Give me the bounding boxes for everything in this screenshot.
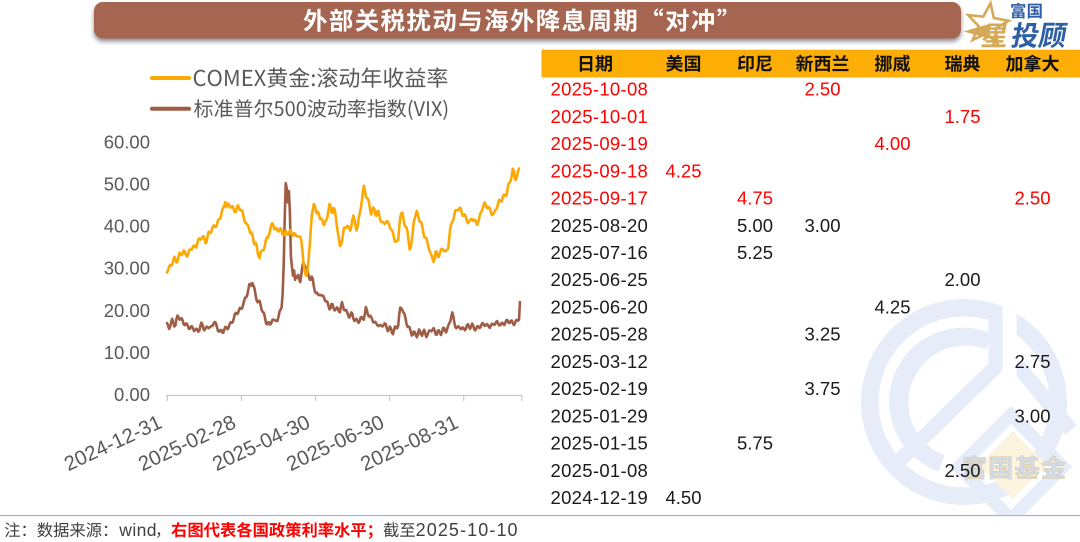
svg-text:60.00: 60.00	[104, 132, 150, 153]
svg-text:4.00: 4.00	[874, 133, 910, 154]
svg-text:2025-02-19: 2025-02-19	[551, 378, 649, 399]
svg-text:2025-10-01: 2025-10-01	[551, 106, 649, 127]
svg-text:2.75: 2.75	[1014, 351, 1050, 372]
svg-text:2025-03-12: 2025-03-12	[551, 351, 649, 372]
svg-text:2025-05-28: 2025-05-28	[551, 324, 649, 345]
svg-text:3.00: 3.00	[1014, 405, 1050, 426]
svg-text:2025-01-15: 2025-01-15	[551, 433, 649, 454]
svg-text:50.00: 50.00	[104, 174, 150, 195]
svg-text:3.00: 3.00	[804, 215, 840, 236]
svg-text:5.75: 5.75	[737, 433, 773, 454]
svg-text:2025-10-10: 2025-10-10	[416, 520, 519, 540]
svg-text:2025-10-08: 2025-10-08	[551, 79, 649, 100]
svg-text:2025-08-20: 2025-08-20	[551, 215, 649, 236]
svg-text:5.00: 5.00	[737, 215, 773, 236]
svg-text:30.00: 30.00	[104, 258, 150, 279]
svg-text:2.50: 2.50	[804, 79, 840, 100]
svg-text:2.00: 2.00	[944, 269, 980, 290]
svg-text:4.25: 4.25	[874, 296, 910, 317]
svg-text:0.00: 0.00	[114, 384, 150, 405]
svg-text:5.25: 5.25	[737, 242, 773, 263]
svg-text:2025-09-17: 2025-09-17	[551, 188, 649, 209]
svg-text:3.25: 3.25	[804, 324, 840, 345]
svg-text:2025-09-18: 2025-09-18	[551, 160, 649, 181]
svg-text:2025-07-16: 2025-07-16	[551, 242, 649, 263]
svg-text:2025-01-08: 2025-01-08	[551, 460, 649, 481]
svg-text:2.50: 2.50	[944, 460, 980, 481]
svg-text:10.00: 10.00	[104, 342, 150, 363]
svg-text:4.25: 4.25	[665, 160, 701, 181]
svg-text:2025-06-25: 2025-06-25	[551, 269, 649, 290]
svg-text:2025-09-19: 2025-09-19	[551, 133, 649, 154]
svg-text:wind: wind	[118, 520, 157, 540]
svg-text:1.75: 1.75	[944, 106, 980, 127]
svg-text:20.00: 20.00	[104, 300, 150, 321]
svg-text:2025-06-20: 2025-06-20	[551, 296, 649, 317]
svg-text:3.75: 3.75	[804, 378, 840, 399]
svg-text:4.75: 4.75	[737, 188, 773, 209]
svg-text:40.00: 40.00	[104, 216, 150, 237]
svg-text:2.50: 2.50	[1014, 188, 1050, 209]
svg-text:2024-12-19: 2024-12-19	[551, 487, 649, 508]
svg-text:2025-01-29: 2025-01-29	[551, 405, 649, 426]
svg-text:4.50: 4.50	[665, 487, 701, 508]
